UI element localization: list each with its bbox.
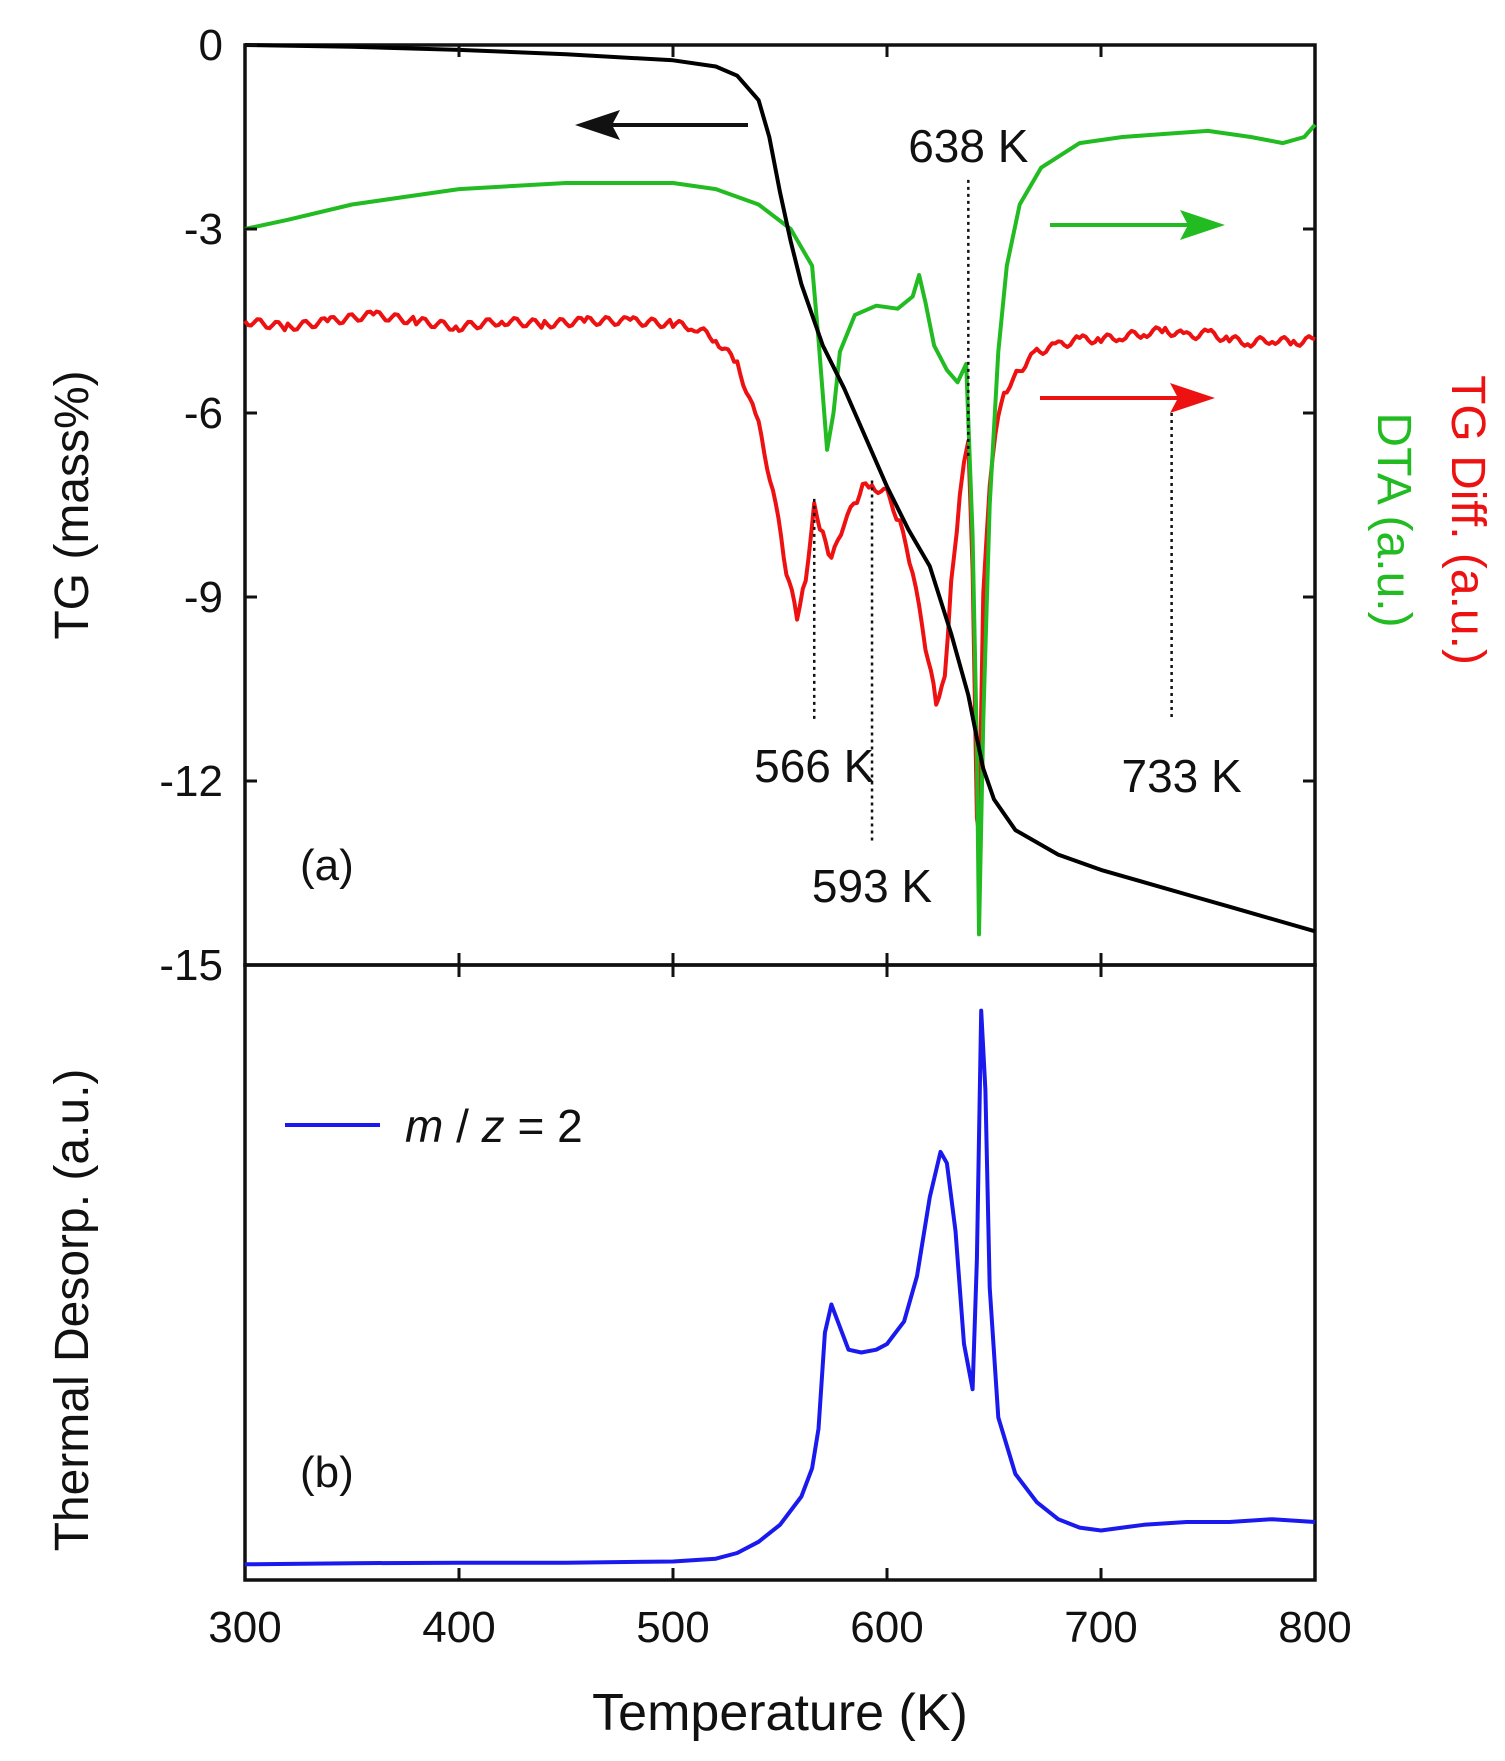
panel-a-series <box>243 43 1317 937</box>
tgdiff-axis-label: TG Diff. (a.u.) <box>1441 375 1494 665</box>
annotation-label: 638 K <box>908 120 1029 172</box>
a-ytick-label: 0 <box>199 21 223 70</box>
dta-axis-label: DTA (a.u.) <box>1367 412 1420 627</box>
xtick-label: 600 <box>850 1603 923 1652</box>
panel-a-annotations: 638 K 566 K 593 K 733 K <box>754 120 1242 912</box>
panel-b-label: (b) <box>300 1448 354 1497</box>
dta-axis-arrow <box>1050 210 1225 240</box>
legend: m / z = 2 <box>285 1100 583 1152</box>
panel-a-label: (a) <box>300 841 354 890</box>
dta-line <box>244 123 1317 937</box>
legend-label: m / z = 2 <box>405 1100 583 1152</box>
xtick-label: 300 <box>208 1603 281 1652</box>
panel-b: 300 400 500 600 700 800 m / z = 2 (b) Thermal… <box>46 963 1352 1742</box>
a-ytick-label: -9 <box>184 573 223 622</box>
annotation-label: 733 K <box>1122 750 1243 802</box>
xtick-label: 700 <box>1064 1603 1137 1652</box>
tg-line <box>244 43 1316 934</box>
panel-a-ticks: 0 -3 -6 -9 -12 -15 <box>159 21 1317 990</box>
a-ytick-label: -3 <box>184 205 223 254</box>
tgdiff-axis-arrow <box>1040 383 1215 413</box>
panel-b-frame <box>243 963 1317 1582</box>
xtick-label: 800 <box>1278 1603 1351 1652</box>
thermal-desorp-axis-label: Thermal Desorp. (a.u.) <box>46 1069 99 1552</box>
panel-b-ticks: 300 400 500 600 700 800 <box>208 965 1352 1652</box>
a-ytick-label: -12 <box>159 757 223 806</box>
temperature-axis-label: Temperature (K) <box>592 1684 968 1742</box>
a-ytick-label: -6 <box>184 389 223 438</box>
tg-axis-arrow <box>575 110 748 140</box>
tgdiff-line <box>243 309 1316 835</box>
xtick-label: 500 <box>636 1603 709 1652</box>
annotation-label: 566 K <box>754 740 875 792</box>
mz2-line <box>244 1008 1316 1567</box>
tg-axis-label: TG (mass%) <box>46 370 99 639</box>
xtick-label: 400 <box>422 1603 495 1652</box>
panel-a: 0 -3 -6 -9 -12 -15 638 K 566 K 593 K 733 K (a) T… <box>46 21 1494 990</box>
panel-b-series <box>244 1008 1316 1567</box>
annotation-label: 593 K <box>812 860 933 912</box>
a-ytick-label: -15 <box>159 941 223 990</box>
